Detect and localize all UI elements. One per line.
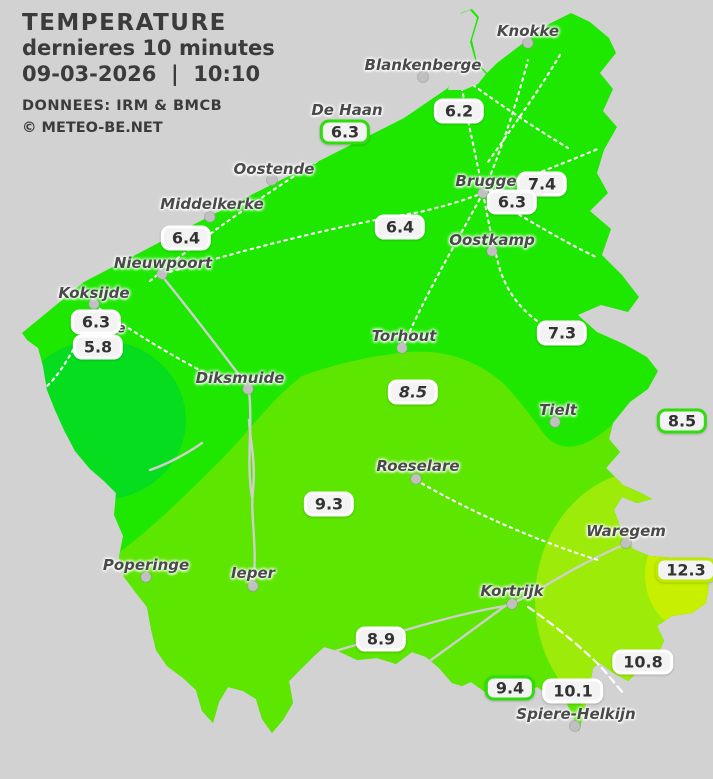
city-marker (550, 417, 560, 427)
city-marker (418, 72, 428, 82)
warm-zone-south (22, 351, 709, 733)
city-marker (267, 175, 277, 185)
city-label: Middelkerke (160, 195, 264, 213)
city-label: Torhout (371, 327, 437, 345)
city-marker (411, 474, 421, 484)
temperature-badge: 6.3 (319, 119, 371, 145)
city-marker (89, 299, 99, 309)
city-label: Nieuwpoort (113, 254, 213, 272)
city-label: e (116, 321, 126, 337)
city-marker (157, 269, 167, 279)
title-block: TEMPERATURE dernieres 10 minutes 09-03-2… (22, 10, 275, 138)
cool-zone-koksijde (22, 340, 186, 500)
city-marker (397, 343, 407, 353)
temperature-badge: 8.5 (387, 379, 439, 405)
city-label: Ieper (230, 564, 276, 582)
city-label: Diksmuide (195, 369, 285, 387)
temperature-badge: 12.3 (655, 557, 713, 583)
temperature-badge: 9.4 (484, 675, 536, 701)
data-source-label: DONNEES: IRM & BMCB (22, 97, 223, 114)
page-title: TEMPERATURE (22, 10, 227, 36)
datetime-label: 09-03-2026 | 10:10 (22, 61, 261, 86)
city-label: De Haan (311, 101, 383, 119)
city-label: Oostende (233, 160, 315, 178)
city-label: Waregem (586, 522, 666, 540)
city-label: Oostkamp (449, 231, 535, 249)
temperature-badge: 6.4 (160, 225, 212, 251)
city-label: Brugge (455, 172, 517, 190)
temperature-badge: 6.3 (486, 189, 538, 215)
city-marker (507, 599, 517, 609)
city-marker (523, 38, 533, 48)
city-label: Spiere-Helkijn (516, 705, 636, 723)
city-label: Poperinge (102, 556, 190, 574)
city-marker (248, 581, 258, 591)
city-label: Roeselare (376, 457, 460, 475)
city-marker (621, 538, 631, 548)
temperature-badge: 6.2 (433, 98, 485, 124)
city-label: Tielt (539, 401, 577, 419)
city-marker (243, 384, 253, 394)
temperature-badge: 10.8 (612, 649, 674, 675)
harbour-basin (439, 78, 447, 86)
city-marker (487, 246, 497, 256)
city-marker (478, 188, 488, 198)
temperature-badge: 8.9 (355, 626, 407, 652)
harbour-inlet (445, 10, 486, 90)
city-label: Kortrijk (480, 582, 544, 600)
page-subtitle: dernieres 10 minutes (22, 36, 275, 61)
city-label: Koksijde (58, 284, 130, 302)
city-marker (570, 721, 580, 731)
city-label: Blankenberge (364, 56, 482, 74)
temperature-badge: 6.4 (374, 214, 426, 240)
temperature-badge: 7.3 (536, 320, 588, 346)
border-dashed-line (526, 605, 627, 697)
city-label: Knokke (496, 22, 560, 40)
city-marker (141, 572, 151, 582)
temperature-badge: 10.1 (542, 678, 604, 704)
city-marker (205, 212, 215, 222)
temperature-badge: 5.8 (72, 334, 124, 360)
temperature-badge: 9.3 (303, 491, 355, 517)
copyright-label: © METEO-BE.NET (22, 120, 163, 137)
temperature-badge: 8.5 (656, 408, 708, 434)
temperature-badge: 6.3 (70, 309, 122, 335)
